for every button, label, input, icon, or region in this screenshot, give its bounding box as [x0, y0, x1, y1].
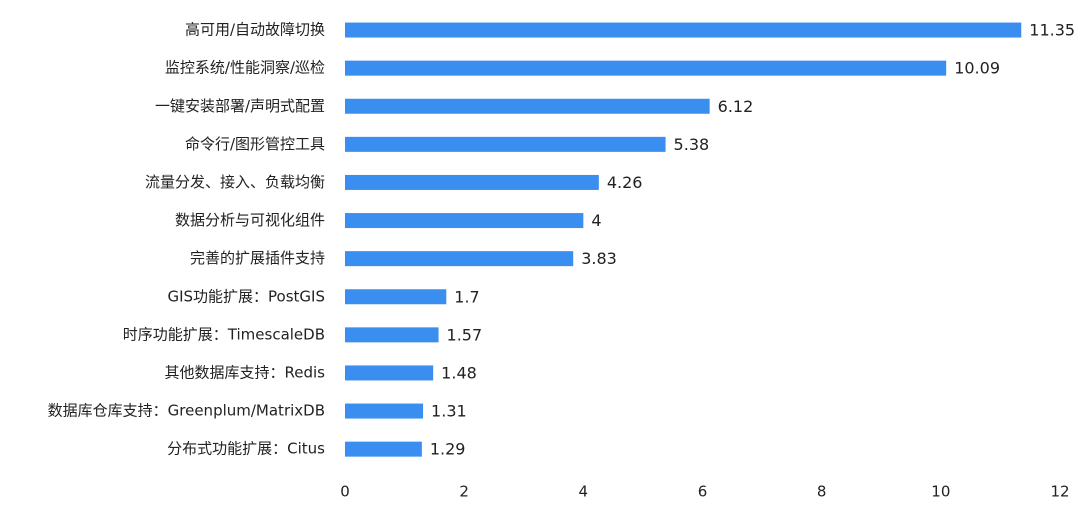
bar [345, 60, 947, 76]
y-tick-label: 命令行/图形管控工具 [185, 135, 325, 153]
value-label: 1.29 [430, 440, 466, 459]
bar [345, 441, 422, 457]
value-label: 1.7 [454, 287, 479, 306]
x-tick-label: 10 [931, 483, 950, 501]
y-tick-label: 时序功能扩展：TimescaleDB [123, 325, 325, 343]
value-label: 1.57 [447, 325, 483, 344]
value-label: 1.48 [441, 363, 477, 382]
y-tick-label: 分布式功能扩展：Citus [167, 440, 325, 458]
x-tick-label: 2 [459, 483, 469, 501]
y-tick-label: 完善的扩展插件支持 [190, 249, 325, 267]
y-tick-label: 高可用/自动故障切换 [185, 21, 325, 39]
bar [345, 251, 574, 267]
bar [345, 365, 434, 381]
bar [345, 136, 666, 152]
y-tick-label: 数据分析与可视化组件 [175, 211, 325, 229]
value-label: 4 [591, 211, 601, 230]
bar [345, 403, 424, 419]
x-tick-label: 6 [698, 483, 708, 501]
bar [345, 174, 599, 190]
x-tick-label: 8 [817, 483, 827, 501]
y-tick-label: 监控系统/性能洞察/巡检 [165, 59, 325, 77]
value-label: 10.09 [954, 59, 1000, 78]
value-label: 1.31 [431, 402, 467, 421]
y-tick-label: GIS功能扩展：PostGIS [167, 287, 325, 305]
value-label: 4.26 [607, 173, 643, 192]
bar [345, 213, 584, 229]
bar [345, 22, 1022, 38]
bar [345, 98, 710, 114]
value-label: 5.38 [674, 135, 710, 154]
bar [345, 327, 439, 343]
y-tick-label: 数据库仓库支持：Greenplum/MatrixDB [48, 402, 325, 420]
y-tick-label: 其他数据库支持：Redis [165, 363, 326, 381]
value-label: 3.83 [581, 249, 617, 268]
y-tick-label: 一键安装部署/声明式配置 [155, 97, 325, 115]
bar [345, 289, 447, 305]
x-tick-label: 4 [579, 483, 589, 501]
x-tick-label: 12 [1050, 483, 1069, 501]
x-tick-label: 0 [340, 483, 350, 501]
value-label: 6.12 [718, 97, 754, 116]
y-tick-label: 流量分发、接入、负载均衡 [145, 173, 325, 191]
value-label: 11.35 [1029, 21, 1075, 40]
